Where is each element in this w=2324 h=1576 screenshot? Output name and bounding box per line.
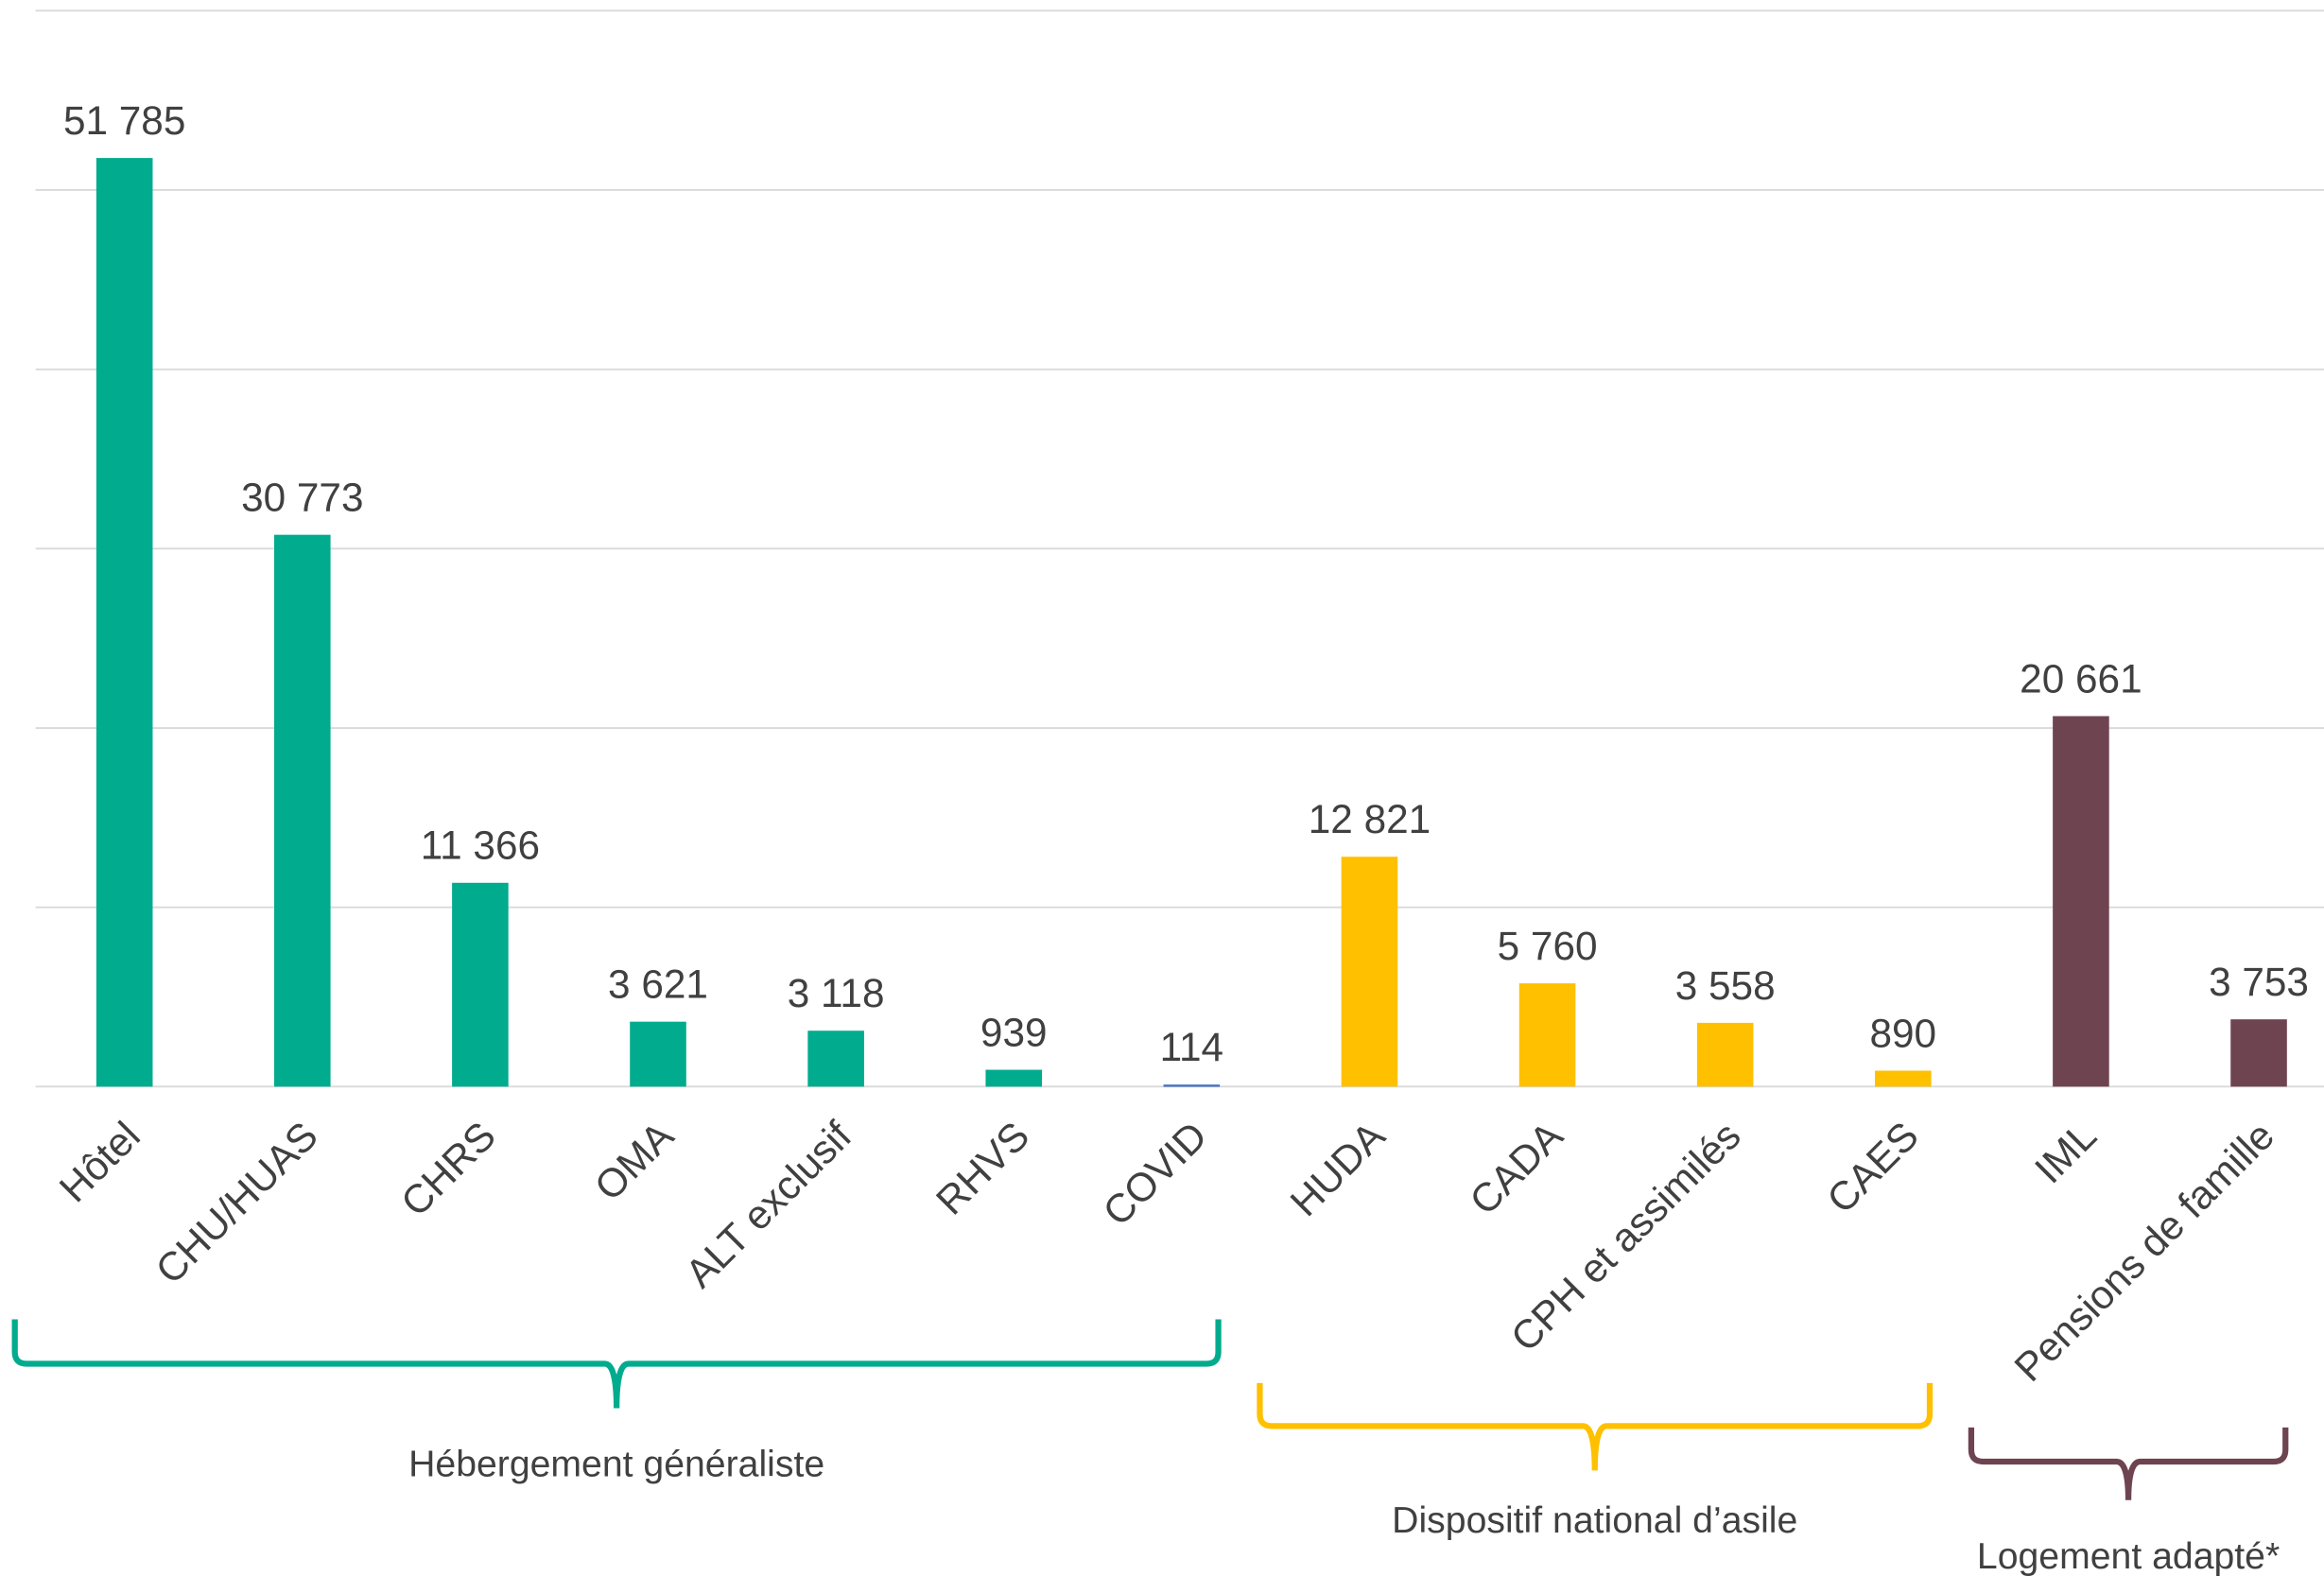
x-tick-label: ALT exclusif	[677, 1113, 860, 1296]
value-label: 3 558	[1675, 963, 1776, 1008]
value-label: 5 760	[1498, 924, 1598, 968]
x-tick-label: CADA	[1461, 1113, 1571, 1223]
value-label: 890	[1869, 1011, 1936, 1055]
bar	[2053, 716, 2109, 1087]
x-tick-label: IML	[2026, 1113, 2105, 1191]
value-label: 3 118	[788, 971, 885, 1015]
value-label: 3 753	[2209, 960, 2309, 1004]
bar	[2230, 1019, 2287, 1087]
bar	[1696, 1022, 1754, 1087]
value-label: 939	[980, 1010, 1048, 1054]
x-tick-label: RHVS	[928, 1113, 1037, 1222]
group-label: Hébergement généraliste	[408, 1445, 824, 1485]
bar	[274, 534, 331, 1087]
x-tick-label: CHU/HUAS	[147, 1113, 325, 1291]
x-tick-label: CAES	[1818, 1113, 1927, 1221]
group-label: Dispositif national d’asile	[1392, 1500, 1797, 1541]
x-tick-label: CHRS	[392, 1113, 504, 1224]
value-label: 114	[1160, 1025, 1223, 1069]
group-bracket	[1257, 1382, 1934, 1471]
value-label: 51 785	[63, 98, 185, 143]
group-bracket	[11, 1319, 1222, 1409]
value-label: 20 661	[2020, 656, 2142, 701]
bar	[95, 158, 153, 1087]
bar	[630, 1021, 686, 1087]
value-label: 12 821	[1309, 797, 1431, 841]
bar	[1875, 1070, 1932, 1087]
bar	[1163, 1084, 1221, 1087]
group-label: Logement adapté*	[1977, 1536, 2280, 1576]
bar	[985, 1069, 1043, 1087]
value-label: 3 621	[608, 962, 708, 1007]
value-label: 30 773	[241, 476, 363, 520]
bar	[1518, 983, 1576, 1087]
value-label: 11 366	[421, 823, 540, 868]
bar	[452, 882, 509, 1087]
bar	[1341, 857, 1398, 1087]
x-tick-label: Hôtel	[51, 1113, 148, 1210]
x-tick-label: HUDA	[1282, 1113, 1395, 1225]
group-bracket	[1968, 1427, 2289, 1500]
x-tick-label: OMA	[586, 1113, 683, 1209]
x-tick-label: COVID	[1095, 1113, 1216, 1234]
bar	[807, 1030, 864, 1087]
